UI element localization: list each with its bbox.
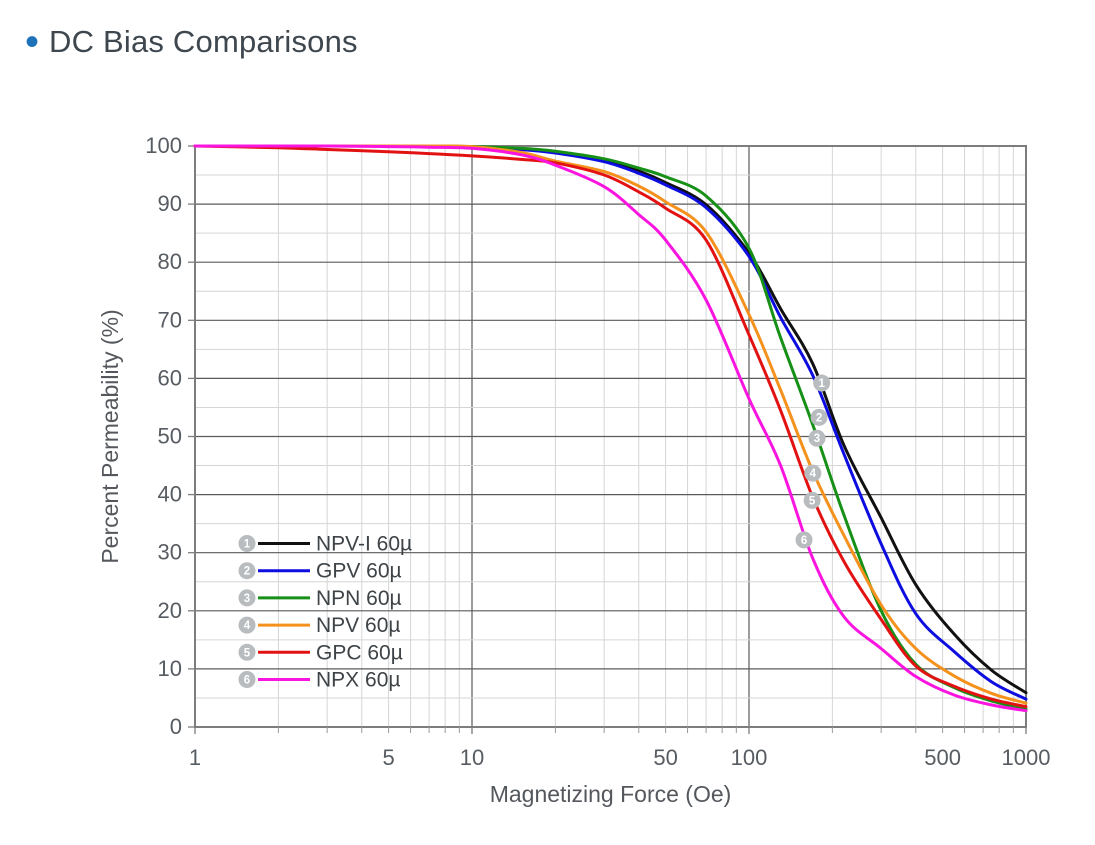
curve-marker-6: 6 — [795, 531, 813, 549]
x-tick-label: 5 — [382, 745, 394, 770]
y-tick-label: 0 — [170, 714, 182, 739]
x-tick-label: 100 — [731, 745, 768, 770]
legend-label: NPN 60µ — [316, 587, 402, 610]
y-tick-label: 10 — [158, 656, 182, 681]
series-curves — [193, 144, 1028, 713]
curve-marker-5: 5 — [803, 491, 821, 509]
svg-text:3: 3 — [244, 593, 250, 605]
page-title: • DC Bias Comparisons — [25, 20, 358, 64]
y-tick-label: 70 — [158, 307, 182, 332]
svg-text:1: 1 — [818, 378, 825, 390]
legend-item-gpc: 5 GPC 60µ — [238, 641, 403, 664]
curve-gpc — [193, 144, 1028, 709]
y-axis: 0 10 20 30 40 50 60 70 80 90 100 — [145, 133, 195, 739]
x-tick-label: 500 — [924, 745, 961, 770]
x-axis-title: Magnetizing Force (Oe) — [490, 781, 732, 807]
legend-item-npn: 3 NPN 60µ — [238, 587, 402, 610]
svg-text:4: 4 — [810, 468, 817, 480]
legend-item-npx: 6 NPX 60µ — [238, 669, 400, 692]
legend-label: GPC 60µ — [316, 641, 403, 664]
svg-text:4: 4 — [244, 620, 251, 632]
legend-label: NPV 60µ — [316, 614, 400, 637]
x-tick-label: 1 — [189, 745, 201, 770]
y-tick-label: 90 — [158, 191, 182, 216]
y-tick-label: 40 — [158, 482, 182, 507]
curve-marker-1: 1 — [813, 374, 831, 392]
page-title-text: DC Bias Comparisons — [49, 24, 358, 59]
title-bullet-icon: • — [25, 20, 40, 64]
curve-number-markers: 1 2 3 4 5 6 — [795, 374, 831, 549]
curve-npx — [193, 144, 1028, 713]
gridlines — [195, 146, 1026, 727]
legend-number-icon: 6 — [238, 671, 256, 688]
y-tick-label: 50 — [158, 424, 182, 449]
svg-text:1: 1 — [244, 539, 251, 551]
legend-label: NPV-I 60µ — [316, 533, 412, 556]
legend-label: NPX 60µ — [316, 669, 400, 692]
y-tick-label: 100 — [145, 133, 182, 158]
y-axis-title: Percent Permeability (%) — [97, 309, 123, 563]
legend-item-npv-i: 1 NPV-I 60µ — [238, 533, 412, 556]
y-tick-label: 60 — [158, 365, 182, 390]
svg-text:5: 5 — [244, 647, 251, 659]
legend-number-icon: 1 — [238, 535, 256, 552]
legend-item-gpv: 2 GPV 60µ — [238, 560, 402, 583]
y-tick-label: 80 — [158, 249, 182, 274]
svg-text:2: 2 — [816, 412, 822, 424]
legend-number-icon: 3 — [238, 589, 256, 607]
x-tick-label: 10 — [460, 745, 484, 770]
legend-number-icon: 4 — [238, 616, 256, 634]
svg-text:5: 5 — [809, 495, 816, 507]
legend-label: GPV 60µ — [316, 560, 402, 583]
svg-text:6: 6 — [244, 675, 250, 687]
y-tick-label: 20 — [158, 598, 182, 623]
y-tick-label: 30 — [158, 540, 182, 565]
curve-marker-3: 3 — [808, 429, 826, 447]
legend-item-npv: 4 NPV 60µ — [238, 614, 400, 637]
curve-marker-4: 4 — [804, 464, 822, 482]
legend-number-icon: 2 — [238, 562, 256, 580]
x-tick-label: 1000 — [1002, 745, 1051, 770]
legend: 1 NPV-I 60µ 2 GPV 60µ 3 NPN 60µ 4 NPV 60µ 5 GPC 6… — [238, 533, 412, 692]
svg-text:6: 6 — [801, 535, 807, 547]
legend-number-icon: 5 — [238, 643, 256, 661]
x-axis: 1 5 10 50 100 500 1000 — [189, 727, 1051, 770]
svg-text:2: 2 — [244, 566, 250, 578]
svg-text:3: 3 — [814, 433, 820, 445]
curve-marker-2: 2 — [810, 408, 828, 426]
x-tick-label: 50 — [653, 745, 677, 770]
